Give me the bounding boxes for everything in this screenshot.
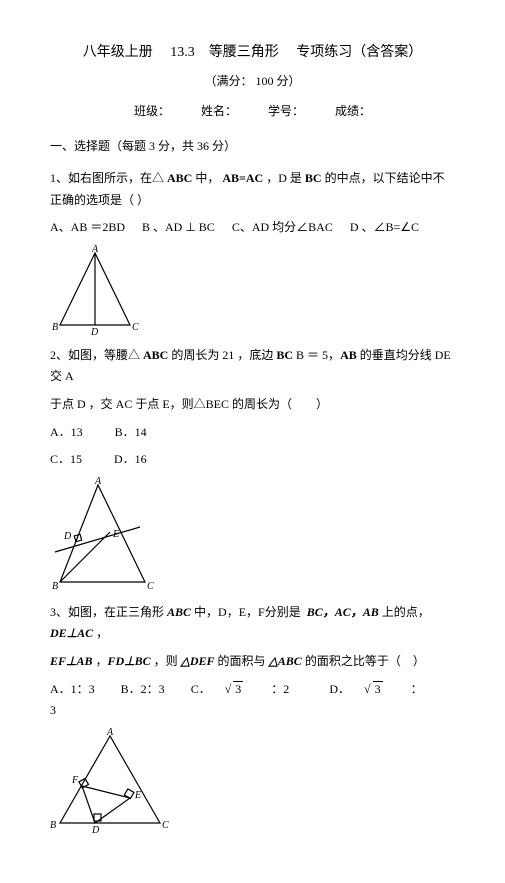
- section-heading: 一、选择题（每题 3 分，共 36 分）: [50, 136, 455, 158]
- lbl-B: B: [50, 820, 56, 831]
- q2-line2: 于点 D ，交 AC 于点 E，则△BEC 的周长为（ ）: [50, 394, 455, 416]
- q2-line1: 2、如图，等腰△ ABC 的周长为 21 ，底边 BC B ＝ 5，AB 的垂直…: [50, 345, 455, 388]
- grade: 八年级上册: [83, 45, 153, 60]
- field-id: 学号：: [268, 104, 304, 118]
- lbl-A: A: [91, 245, 99, 255]
- field-grade: 成绩：: [335, 104, 371, 118]
- student-fields: 班级： 姓名： 学号： 成绩：: [50, 101, 455, 123]
- lbl-A: A: [106, 728, 114, 738]
- q2-options-row2: C．15 D．16: [50, 449, 455, 471]
- q3-line1: 3、如图，在正三角形 ABC 中，D，E，F分别是 BC，AC，AB 上的点，D…: [50, 602, 455, 645]
- q1-options: A、AB ＝2BD B 、AD ⊥ BC C、AD 均分∠BAC D 、∠B=∠…: [50, 217, 455, 239]
- q3-optB: B．2：3: [121, 682, 165, 696]
- q1-optA: A、AB ＝2BD: [50, 220, 125, 234]
- q1-figure: A B C D: [50, 245, 140, 335]
- q1-optC: C、AD 均分∠BAC: [232, 220, 333, 234]
- lbl-E: E: [112, 529, 119, 540]
- q3-options: A．1：3 B．2：3 C．√3：2 D．√3：3: [50, 679, 455, 722]
- q2-optB: B．14: [115, 425, 147, 439]
- lbl-F: F: [71, 775, 79, 786]
- lbl-C: C: [147, 581, 154, 592]
- q2-options-row1: A．13 B．14: [50, 422, 455, 444]
- q3-line2: EF⊥AB ，FD⊥BC ，则 △DEF 的面积与 △ABC 的面积之比等于（ …: [50, 651, 455, 673]
- q1-optB: B 、AD ⊥ BC: [142, 220, 215, 234]
- lbl-D: D: [63, 531, 72, 542]
- q3-optC: C．√3：2: [191, 682, 304, 696]
- field-class: 班级：: [134, 104, 170, 118]
- lbl-E: E: [134, 790, 141, 801]
- chapter: 13.3: [170, 45, 195, 60]
- q2-optC: C．15: [50, 452, 82, 466]
- q2-optD: D．16: [114, 452, 147, 466]
- q1-stem: 1、如右图所示，在△ ABC 中， AB=AC ，D 是 BC 的中点，以下结论…: [50, 168, 455, 211]
- topic: 等腰三角形: [209, 45, 279, 60]
- full-score: （满分： 100 分）: [50, 71, 455, 93]
- lbl-A: A: [94, 477, 102, 487]
- q2-optA: A．13: [50, 425, 83, 439]
- lbl-B: B: [52, 322, 58, 333]
- q2-figure: A B C D E: [50, 477, 160, 592]
- lbl-D: D: [90, 327, 99, 335]
- lbl-D: D: [91, 825, 100, 833]
- lbl-B: B: [52, 581, 58, 592]
- q1-optD: D 、∠B=∠C: [350, 220, 419, 234]
- q3-figure: A B C D E F: [50, 728, 170, 833]
- q3-optA: A．1：3: [50, 682, 95, 696]
- subtitle: 专项练习（含答案）: [296, 45, 422, 60]
- lbl-C: C: [132, 322, 139, 333]
- lbl-C: C: [162, 820, 169, 831]
- page-title: 八年级上册 13.3 等腰三角形 专项练习（含答案）: [50, 40, 455, 65]
- field-name: 姓名：: [201, 104, 237, 118]
